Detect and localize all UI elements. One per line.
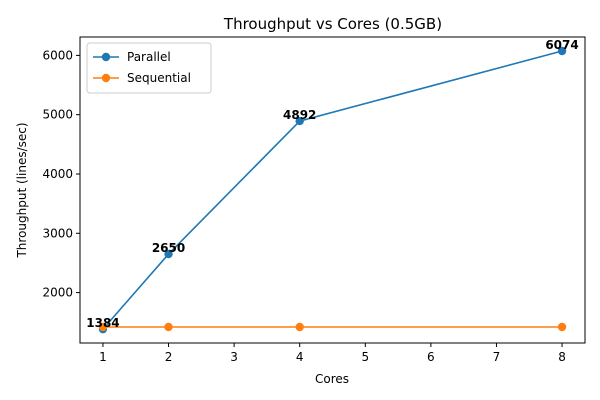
parallel-series-line [102, 50, 563, 330]
parallel-data-point [557, 46, 567, 56]
x-tick-label: 1 [99, 350, 107, 364]
axes-frame [79, 36, 586, 344]
legend: Parallel Sequential [86, 42, 212, 94]
legend-marker-parallel [101, 52, 111, 62]
legend-label-parallel: Parallel [127, 50, 171, 64]
axis-ticks: 1 2 3 4 5 6 7 8 2000 3000 4000 5000 6000 [42, 48, 565, 364]
x-tick-label: 4 [296, 350, 304, 364]
legend-label-sequential: Sequential [127, 71, 191, 85]
x-tick-label: 7 [493, 350, 501, 364]
sequential-data-point [98, 322, 108, 332]
x-tick-label: 3 [230, 350, 238, 364]
x-tick-label: 5 [361, 350, 369, 364]
x-tick-label: 8 [558, 350, 566, 364]
sequential-data-point [557, 322, 567, 332]
parallel-data-point [295, 116, 304, 126]
parallel-data-label: 4892 [283, 108, 316, 122]
y-tick-label: 6000 [42, 48, 73, 62]
y-tick-label: 2000 [42, 286, 73, 300]
legend-box [86, 42, 212, 94]
chart-title: Throughput vs Cores (0.5GB) [223, 15, 442, 33]
y-tick-label: 5000 [42, 108, 73, 122]
legend-marker-sequential [101, 73, 111, 83]
x-axis-label: Cores [315, 372, 349, 386]
sequential-data-point [164, 322, 173, 332]
x-tick-label: 2 [165, 350, 173, 364]
y-tick-label: 3000 [42, 226, 73, 240]
y-tick-label: 4000 [42, 167, 73, 181]
parallel-data-label: 2650 [152, 241, 185, 255]
parallel-data-point [164, 249, 173, 259]
plot-area: 1384 2650 4892 6074 [86, 38, 579, 334]
x-tick-label: 6 [427, 350, 435, 364]
sequential-data-point [295, 322, 304, 332]
parallel-data-label: 6074 [545, 38, 578, 52]
parallel-data-label: 1384 [86, 316, 119, 330]
y-axis-label: Throughput (lines/sec) [15, 122, 29, 258]
